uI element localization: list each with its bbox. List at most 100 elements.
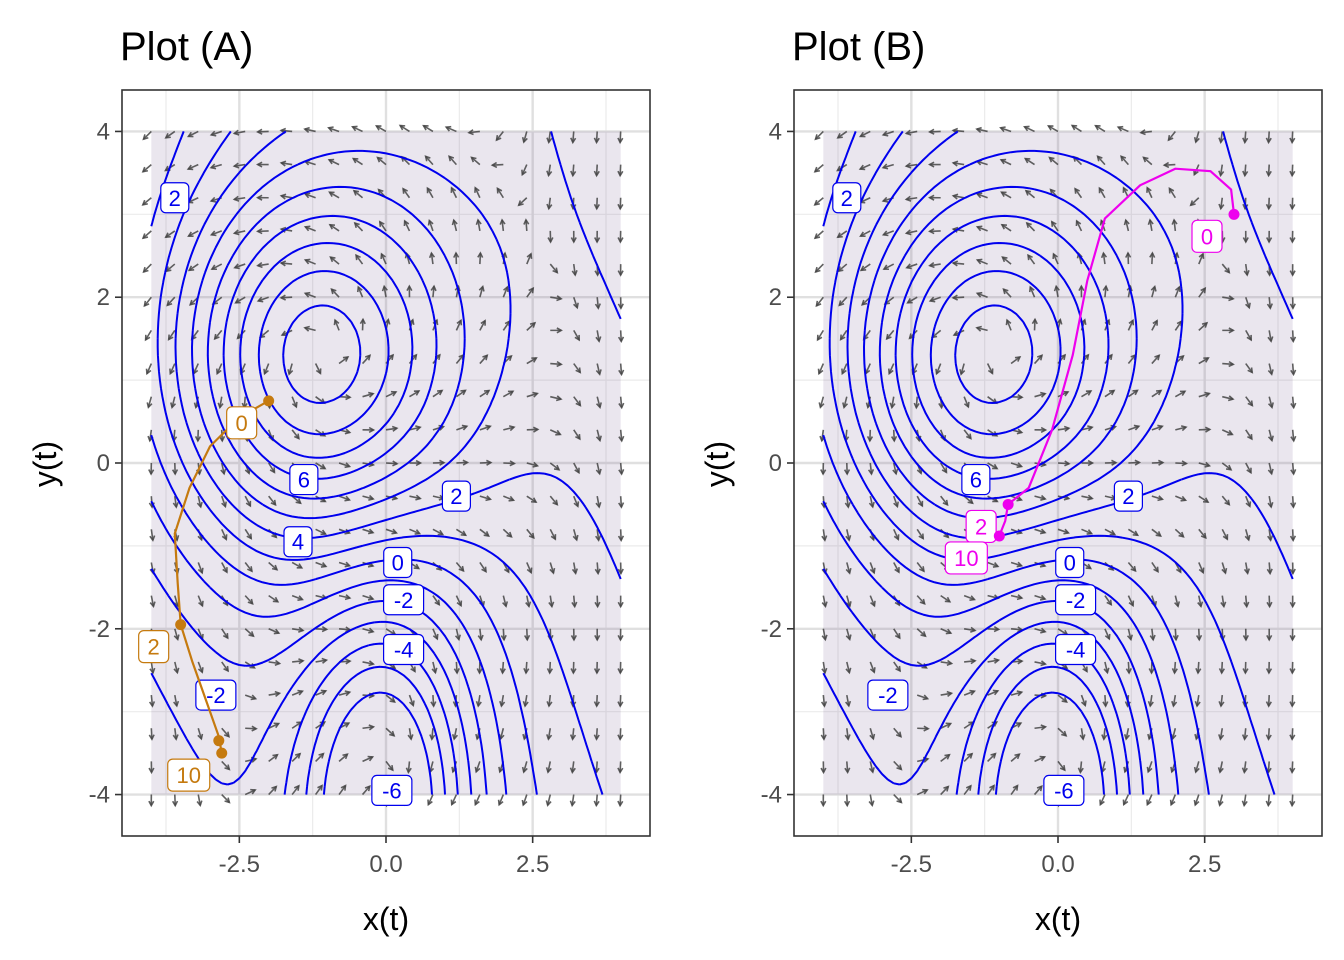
field-arrow [1222, 295, 1235, 302]
field-arrow [171, 462, 179, 476]
field-arrow [338, 462, 352, 469]
field-arrow [927, 161, 941, 168]
x-axis-label: x(t) [363, 901, 409, 937]
field-arrow [186, 130, 199, 138]
field-arrow [618, 363, 625, 377]
field-arrow [813, 230, 824, 240]
field-arrow [814, 263, 824, 274]
field-arrow [963, 752, 974, 762]
field-arrow [474, 186, 481, 199]
field-arrow [478, 285, 485, 298]
field-arrow [1267, 330, 1274, 343]
field-arrow [836, 130, 848, 139]
field-arrow [245, 725, 258, 732]
field-arrow [951, 260, 965, 267]
trajectory: 0 2 10 [138, 395, 275, 792]
field-arrow [172, 496, 179, 509]
field-arrow [1265, 728, 1272, 741]
field-arrow [550, 295, 563, 302]
field-arrow [1220, 595, 1227, 609]
field-arrow [1198, 252, 1205, 265]
field-arrow [866, 429, 874, 443]
contour-line [206, 185, 466, 500]
field-arrow [987, 657, 1001, 664]
contour-line [977, 665, 1118, 795]
field-arrow [844, 728, 851, 741]
field-arrow [499, 218, 506, 232]
field-arrow [1127, 561, 1137, 573]
field-arrow [617, 197, 624, 211]
field-arrow [888, 363, 895, 376]
field-arrow [455, 595, 463, 608]
contour-label: -2 [867, 679, 909, 711]
field-arrow [845, 529, 852, 542]
field-arrow [197, 728, 204, 741]
field-arrow [1099, 794, 1106, 807]
field-arrow [1245, 363, 1254, 374]
field-arrow [1120, 155, 1130, 166]
field-arrow [1057, 760, 1066, 772]
field-arrow [940, 495, 949, 507]
field-arrow [617, 529, 625, 542]
field-arrow [523, 661, 530, 675]
field-arrow [315, 462, 327, 470]
plot-area: 2 6 4 2 0 -2 -4 -2 -6 0 2 10 -2.5 0.0 2.5 4 2 0 -2 -4 [89, 89, 651, 878]
field-arrow [1116, 125, 1129, 133]
field-arrow [244, 628, 255, 638]
field-arrow [1265, 661, 1273, 675]
field-arrow [1266, 628, 1273, 642]
field-arrow [1128, 459, 1142, 466]
field-arrow [1289, 728, 1296, 741]
field-arrow [451, 218, 458, 232]
field-arrow [1221, 429, 1234, 436]
field-arrow [1150, 285, 1157, 298]
field-arrow [1102, 284, 1109, 298]
field-arrow [1034, 528, 1047, 535]
contour-label: 6 [289, 463, 319, 496]
field-arrow [999, 158, 1012, 166]
field-arrow [1100, 251, 1108, 265]
field-arrow [1102, 695, 1109, 708]
field-arrow [233, 263, 246, 270]
field-arrow [1075, 219, 1083, 232]
field-arrow [1198, 286, 1207, 298]
field-arrow [521, 164, 528, 177]
field-arrow [1002, 287, 1012, 298]
field-arrow [1081, 494, 1094, 501]
field-arrow [381, 284, 388, 298]
field-arrow [836, 230, 848, 239]
field-arrow [927, 194, 941, 201]
field-arrow [380, 252, 387, 265]
field-arrow [477, 628, 484, 642]
field-arrow [1010, 753, 1021, 763]
field-arrow [839, 329, 848, 341]
field-arrow [170, 396, 177, 409]
field-arrow [845, 562, 852, 575]
field-arrow [503, 495, 516, 502]
trajectory-marker: 2 [138, 619, 187, 664]
field-arrow [1050, 220, 1059, 232]
field-arrow [422, 124, 434, 133]
field-arrow [986, 784, 995, 796]
field-arrow [450, 186, 458, 199]
field-arrow [221, 528, 228, 541]
field-arrow [333, 318, 340, 331]
field-arrow [1194, 694, 1201, 708]
field-arrow [523, 628, 531, 642]
field-arrow [291, 561, 304, 569]
field-arrow [244, 788, 257, 796]
contour-line [222, 214, 438, 480]
field-arrow [500, 628, 507, 642]
field-arrow [455, 318, 463, 331]
field-arrow [548, 595, 555, 609]
field-arrow [889, 396, 896, 410]
contour-label: 0 [383, 546, 413, 579]
field-arrow [526, 286, 535, 298]
field-arrow [268, 659, 282, 667]
field-arrow [1221, 562, 1228, 575]
x-tick-label: 2.5 [516, 851, 549, 878]
field-arrow [595, 462, 602, 476]
field-arrow [526, 461, 540, 468]
y-tick-label: 2 [769, 284, 782, 311]
field-arrow [1198, 495, 1210, 504]
